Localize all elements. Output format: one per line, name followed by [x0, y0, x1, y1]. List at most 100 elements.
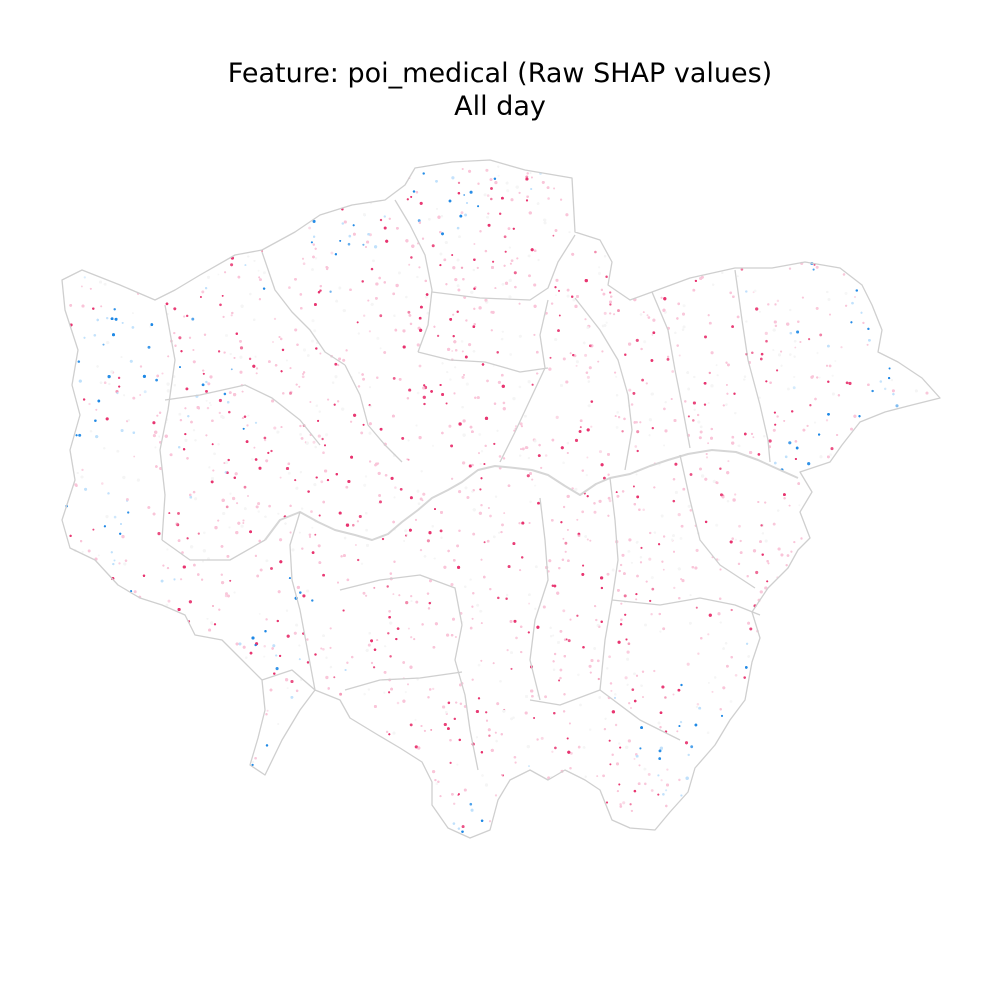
shap-point [760, 524, 763, 527]
shap-point [289, 367, 292, 370]
shap-point [588, 728, 592, 731]
shap-point [217, 273, 220, 276]
shap-point [543, 218, 547, 222]
shap-point [299, 591, 302, 594]
shap-point [680, 524, 684, 528]
shap-point [603, 727, 607, 731]
shap-point [396, 627, 400, 630]
shap-point [392, 377, 396, 380]
shap-point [192, 349, 195, 351]
shap-point [441, 362, 444, 365]
shap-point [790, 550, 793, 553]
shap-point [521, 556, 524, 559]
shap-point [286, 687, 289, 690]
shap-point [519, 454, 522, 457]
shap-point [558, 679, 561, 682]
shap-point [624, 353, 627, 356]
shap-point [501, 196, 504, 200]
shap-point [123, 394, 126, 397]
shap-point [306, 354, 310, 357]
shap-point [794, 440, 798, 443]
shap-point [461, 350, 464, 353]
shap-point [641, 378, 644, 382]
shap-point [752, 436, 755, 439]
shap-point [623, 417, 626, 421]
shap-point [456, 763, 459, 766]
shap-point [618, 783, 621, 786]
shap-point [705, 453, 708, 455]
shap-point [439, 252, 443, 256]
shap-point [173, 307, 177, 311]
shap-point [658, 612, 661, 616]
shap-point [682, 325, 686, 329]
shap-point [509, 619, 513, 623]
shap-point [439, 383, 442, 387]
shap-point [797, 482, 801, 485]
shap-point [120, 428, 124, 433]
shap-point [103, 525, 106, 528]
shap-point [801, 296, 804, 299]
shap-point [603, 324, 607, 327]
shap-point [450, 633, 454, 637]
shap-point [417, 502, 421, 505]
shap-point [549, 356, 552, 359]
shap-point [230, 263, 234, 267]
shap-point [697, 420, 701, 424]
shap-point [263, 436, 267, 440]
shap-point [616, 790, 619, 793]
shap-point [661, 560, 664, 563]
shap-point [502, 407, 506, 411]
shap-point [485, 719, 489, 722]
shap-point [496, 351, 499, 354]
shap-point [414, 718, 417, 721]
shap-point [281, 348, 285, 352]
shap-point [504, 281, 509, 285]
shap-point [462, 278, 465, 281]
shap-point [609, 303, 612, 306]
shap-point [641, 378, 644, 382]
shap-point [797, 320, 800, 323]
shap-point [530, 689, 534, 693]
shap-point [558, 314, 561, 317]
shap-point [667, 355, 670, 358]
shap-point [815, 306, 819, 310]
shap-point [446, 633, 450, 637]
shap-point [226, 400, 230, 404]
shap-point [357, 385, 361, 388]
shap-point [337, 581, 339, 584]
shap-point [110, 551, 113, 554]
shap-point [495, 739, 498, 743]
shap-point [693, 375, 696, 379]
shap-point [222, 315, 225, 318]
shap-point [616, 411, 619, 414]
shap-point [600, 576, 604, 580]
shap-point [406, 397, 410, 400]
shap-point [119, 522, 123, 526]
shap-point [241, 390, 244, 393]
shap-point [152, 434, 156, 438]
shap-point [396, 701, 400, 705]
shap-point [184, 438, 188, 442]
shap-point [310, 510, 313, 513]
shap-point [230, 314, 233, 317]
shap-point [603, 476, 606, 480]
shap-point [270, 567, 273, 570]
shap-point [422, 492, 426, 496]
shap-point [453, 340, 457, 344]
shap-point [285, 609, 289, 612]
shap-point [430, 390, 433, 393]
shap-point [621, 490, 625, 493]
shap-point [564, 541, 568, 545]
shap-point [554, 746, 557, 750]
shap-point [440, 536, 443, 539]
shap-point [501, 330, 504, 333]
shap-point [149, 325, 152, 328]
shap-point [311, 526, 314, 529]
shap-point [485, 711, 488, 714]
shap-point [100, 305, 103, 308]
shap-point [489, 588, 492, 591]
shap-point [664, 401, 667, 404]
shap-point [239, 346, 244, 350]
shap-point [681, 579, 685, 583]
shap-point [454, 366, 457, 369]
